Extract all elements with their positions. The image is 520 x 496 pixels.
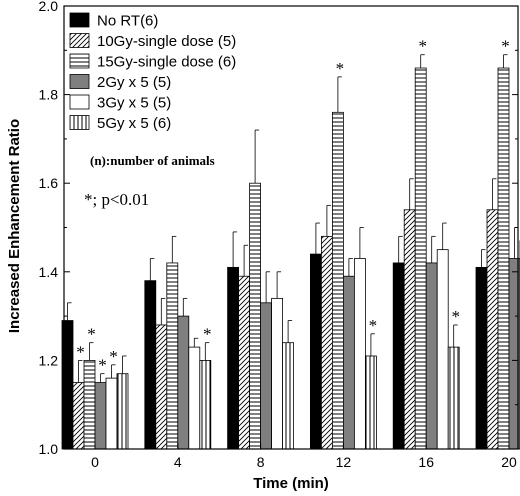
bar — [116, 373, 129, 450]
bar — [403, 209, 416, 450]
bar — [227, 266, 240, 450]
y-tick-label: 2.0 — [39, 0, 59, 14]
legend-label: 15Gy-single dose (6) — [97, 54, 236, 71]
bar — [177, 315, 190, 450]
x-axis-label: Time (min) — [253, 475, 329, 492]
x-tick-label: 4 — [174, 454, 182, 470]
x-tick-label: 8 — [257, 454, 265, 470]
significance-marker: * — [87, 325, 96, 344]
bar — [238, 275, 251, 450]
significance-marker: * — [418, 37, 427, 56]
legend: No RT(6) 10Gy-single dose (5) 15Gy-single … — [69, 12, 236, 132]
bar — [105, 377, 118, 450]
significance-marker: * — [109, 347, 118, 366]
bar — [309, 253, 322, 450]
bar — [320, 235, 333, 450]
bar — [282, 342, 295, 450]
legend-swatch — [69, 53, 90, 69]
significance-marker: * — [76, 342, 85, 361]
legend-label: 3Gy x 5 (5) — [97, 95, 171, 112]
bar — [94, 382, 107, 450]
x-tick-label: 20 — [501, 454, 517, 470]
y-axis-label: Increased Enhancement Ratio — [6, 119, 23, 333]
legend-swatch — [69, 12, 90, 28]
bar — [414, 67, 427, 450]
bar — [392, 262, 405, 450]
y-tick-label: 1.8 — [39, 87, 59, 103]
legend-swatch — [69, 115, 90, 130]
bar — [331, 111, 344, 450]
axes: 1.0 1.2 1.4 1.6 1.8 2.0 0 4 8 12 16 20 — [39, 0, 519, 470]
bar — [353, 258, 366, 450]
legend-label: No RT(6) — [97, 13, 158, 30]
legend-note: (n):number of animals — [90, 153, 215, 168]
y-tick-label: 1.6 — [39, 175, 59, 191]
significance-marker: * — [369, 316, 378, 335]
bar — [425, 262, 438, 450]
bar — [497, 67, 510, 450]
x-tick-label: 0 — [91, 454, 99, 470]
bar — [166, 262, 179, 450]
significance-marker: * — [98, 356, 107, 375]
y-tick-label: 1.4 — [39, 264, 59, 280]
bar — [83, 359, 96, 450]
bar — [447, 346, 460, 450]
bar — [72, 382, 85, 450]
bar — [155, 324, 168, 450]
x-tick-label: 16 — [418, 454, 434, 470]
legend-label: 10Gy-single dose (5) — [97, 33, 236, 50]
significance-marker: * — [501, 37, 510, 56]
bar — [271, 297, 284, 450]
bar — [260, 302, 273, 450]
bar — [144, 280, 157, 450]
bar — [249, 182, 262, 450]
legend-swatch — [69, 33, 90, 48]
bar — [188, 346, 201, 450]
legend-swatch — [69, 94, 90, 110]
bar — [486, 209, 499, 450]
significance-marker: * — [203, 325, 212, 344]
x-tick-label: 12 — [336, 454, 352, 470]
legend-label: 2Gy x 5 (5) — [97, 74, 171, 91]
bar — [436, 249, 449, 450]
bar — [475, 266, 488, 450]
bar — [199, 359, 212, 450]
significance-marker: * — [336, 59, 345, 78]
bar — [364, 355, 377, 450]
legend-swatch — [69, 74, 90, 89]
y-tick-label: 1.0 — [39, 441, 59, 457]
y-tick-label: 1.2 — [39, 352, 59, 368]
bar — [342, 275, 355, 450]
significance-marker: * — [451, 307, 460, 326]
legend-label: 5Gy x 5 (6) — [97, 115, 171, 132]
significance-note: *; p<0.01 — [84, 190, 149, 209]
